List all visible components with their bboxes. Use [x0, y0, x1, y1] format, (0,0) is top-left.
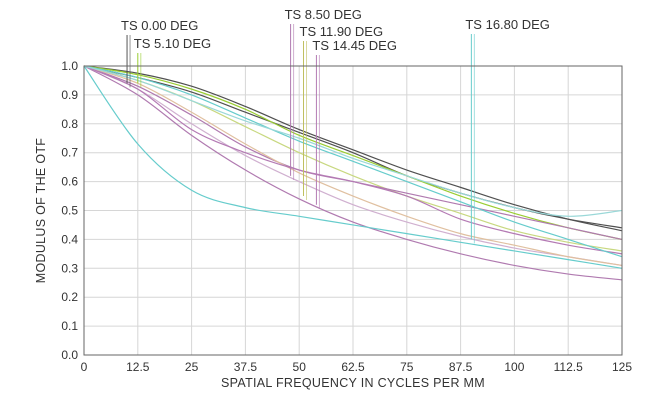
- x-tick-label: 50: [293, 360, 307, 374]
- x-axis-label: SPATIAL FREQUENCY IN CYCLES PER MM: [221, 376, 485, 390]
- field-label: TS 11.90 DEG: [300, 24, 384, 39]
- field-label: TS 14.45 DEG: [312, 38, 397, 53]
- x-tick-label: 87.5: [449, 360, 473, 374]
- x-tick-label: 37.5: [234, 360, 258, 374]
- y-tick-label: 0.7: [61, 146, 78, 160]
- y-tick-label: 0.2: [61, 290, 78, 304]
- field-label: TS 16.80 DEG: [465, 17, 550, 32]
- y-tick-label: 0.3: [61, 261, 78, 275]
- x-tick-label: 62.5: [341, 360, 365, 374]
- series-line: [83, 65, 623, 217]
- series-line: [83, 65, 623, 232]
- field-markers: TS 0.00 DEG TS 5.10 DEG TS 8.50 DEG TS 11.9…: [121, 7, 550, 244]
- x-tick-label: 100: [504, 360, 524, 374]
- y-tick-label: 0.5: [61, 204, 78, 218]
- series-line: [83, 65, 623, 240]
- x-tick-label: 125: [612, 360, 632, 374]
- series-line: [83, 65, 623, 267]
- field-label: TS 0.00 DEG: [121, 18, 198, 33]
- x-tick-label: 0: [81, 360, 88, 374]
- series-line: [83, 65, 623, 281]
- field-label: TS 8.50 DEG: [285, 7, 362, 22]
- y-tick-label: 0.6: [61, 175, 78, 189]
- y-tick-label: 0.0: [61, 348, 78, 362]
- x-tick-labels: 0 12.5 25 37.5 50 62.5 75 87.5 100 112.5 125: [81, 360, 633, 374]
- y-tick-labels: 0.0 0.1 0.2 0.3 0.4 0.5 0.6 0.7 0.8 0.9 1.0: [61, 59, 78, 362]
- y-tick-label: 0.4: [61, 232, 78, 246]
- field-label: TS 5.10 DEG: [134, 36, 211, 51]
- series-line: [83, 65, 623, 269]
- y-tick-label: 1.0: [61, 59, 78, 73]
- series-line: [83, 65, 623, 267]
- x-tick-label: 75: [400, 360, 414, 374]
- y-tick-label: 0.9: [61, 88, 78, 102]
- x-tick-label: 25: [185, 360, 199, 374]
- y-tick-label: 0.1: [61, 319, 78, 333]
- y-axis-label: MODULUS OF THE OTF: [34, 138, 48, 284]
- y-tick-label: 0.8: [61, 117, 78, 131]
- series-group: [83, 65, 623, 281]
- series-line: [83, 65, 623, 255]
- series-line: [83, 65, 623, 258]
- plot-frame: [83, 65, 623, 356]
- x-tick-label: 12.5: [126, 360, 150, 374]
- x-tick-label: 112.5: [554, 360, 583, 374]
